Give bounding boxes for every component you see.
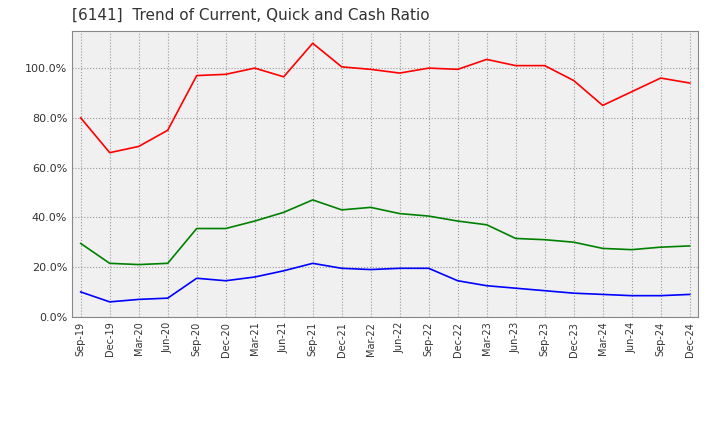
Quick Ratio <box>192 226 201 231</box>
Quick Ratio <box>685 243 694 249</box>
Current Ratio <box>251 66 259 71</box>
Cash Ratio <box>338 266 346 271</box>
Cash Ratio <box>598 292 607 297</box>
Cash Ratio <box>163 296 172 301</box>
Current Ratio <box>454 67 462 72</box>
Quick Ratio <box>251 218 259 224</box>
Cash Ratio <box>221 278 230 283</box>
Cash Ratio <box>454 278 462 283</box>
Current Ratio <box>598 103 607 108</box>
Cash Ratio <box>279 268 288 273</box>
Cash Ratio <box>366 267 375 272</box>
Current Ratio <box>482 57 491 62</box>
Cash Ratio <box>105 299 114 304</box>
Quick Ratio <box>657 245 665 250</box>
Cash Ratio <box>482 283 491 288</box>
Current Ratio <box>105 150 114 155</box>
Current Ratio <box>511 63 520 68</box>
Current Ratio <box>76 115 85 121</box>
Quick Ratio <box>105 260 114 266</box>
Cash Ratio <box>685 292 694 297</box>
Quick Ratio <box>482 222 491 227</box>
Current Ratio <box>424 66 433 71</box>
Quick Ratio <box>279 210 288 215</box>
Cash Ratio <box>251 275 259 280</box>
Quick Ratio <box>308 197 317 202</box>
Current Ratio <box>570 78 578 83</box>
Current Ratio <box>338 64 346 70</box>
Cash Ratio <box>192 275 201 281</box>
Cash Ratio <box>76 289 85 294</box>
Cash Ratio <box>657 293 665 298</box>
Cash Ratio <box>424 266 433 271</box>
Cash Ratio <box>570 290 578 296</box>
Cash Ratio <box>511 286 520 291</box>
Quick Ratio <box>598 246 607 251</box>
Quick Ratio <box>424 213 433 219</box>
Current Ratio <box>657 75 665 81</box>
Line: Quick Ratio: Quick Ratio <box>81 200 690 264</box>
Cash Ratio <box>395 266 404 271</box>
Current Ratio <box>395 70 404 76</box>
Quick Ratio <box>221 226 230 231</box>
Current Ratio <box>627 89 636 94</box>
Legend: Current Ratio, Quick Ratio, Cash Ratio: Current Ratio, Quick Ratio, Cash Ratio <box>182 436 588 440</box>
Quick Ratio <box>570 239 578 245</box>
Quick Ratio <box>541 237 549 242</box>
Quick Ratio <box>338 207 346 213</box>
Current Ratio <box>221 72 230 77</box>
Quick Ratio <box>627 247 636 252</box>
Cash Ratio <box>627 293 636 298</box>
Quick Ratio <box>395 211 404 216</box>
Cash Ratio <box>308 260 317 266</box>
Text: [6141]  Trend of Current, Quick and Cash Ratio: [6141] Trend of Current, Quick and Cash … <box>72 7 430 23</box>
Current Ratio <box>366 67 375 72</box>
Current Ratio <box>541 63 549 68</box>
Quick Ratio <box>135 262 143 267</box>
Quick Ratio <box>163 260 172 266</box>
Cash Ratio <box>541 288 549 293</box>
Line: Cash Ratio: Cash Ratio <box>81 263 690 302</box>
Current Ratio <box>192 73 201 78</box>
Quick Ratio <box>454 218 462 224</box>
Line: Current Ratio: Current Ratio <box>81 43 690 153</box>
Current Ratio <box>685 81 694 86</box>
Current Ratio <box>163 128 172 133</box>
Quick Ratio <box>76 241 85 246</box>
Current Ratio <box>279 74 288 80</box>
Quick Ratio <box>366 205 375 210</box>
Quick Ratio <box>511 236 520 241</box>
Current Ratio <box>308 40 317 46</box>
Current Ratio <box>135 144 143 149</box>
Cash Ratio <box>135 297 143 302</box>
